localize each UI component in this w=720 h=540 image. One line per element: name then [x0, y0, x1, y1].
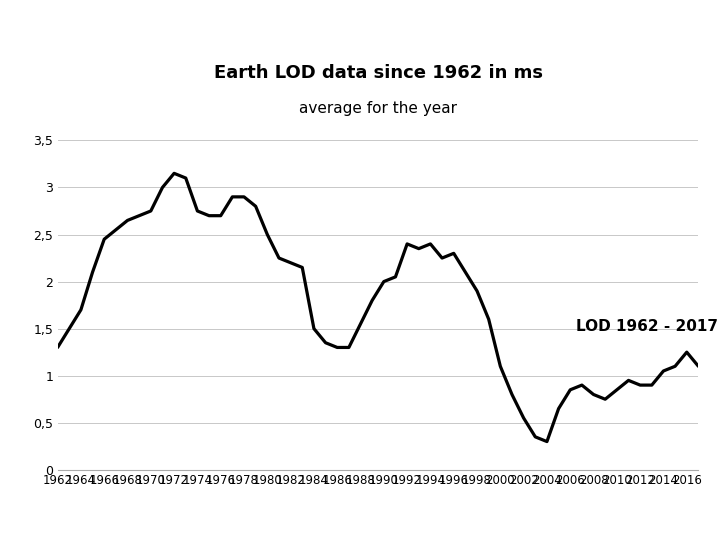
Text: average for the year: average for the year — [299, 100, 457, 116]
Text: LOD 1962 - 2017: LOD 1962 - 2017 — [576, 319, 718, 334]
Text: Earth LOD data since 1962 in ms: Earth LOD data since 1962 in ms — [214, 64, 542, 82]
